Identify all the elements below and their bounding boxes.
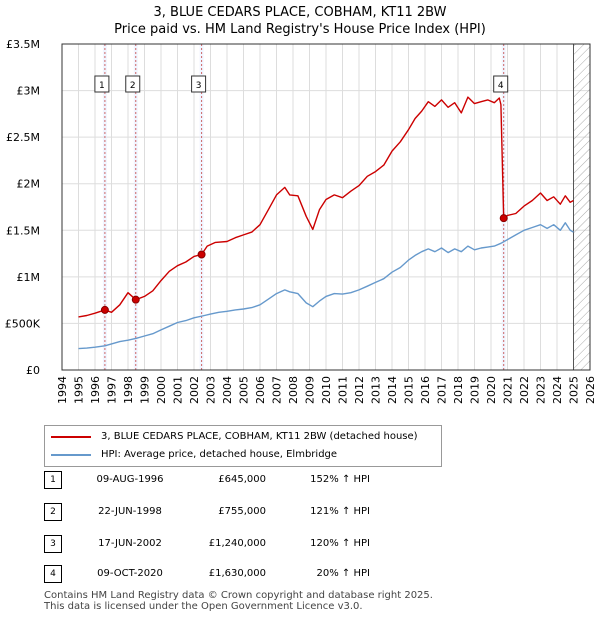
x-tick-label: 2020	[485, 376, 498, 404]
transaction-date: 09-AUG-1996	[96, 474, 164, 485]
transaction-price: £1,630,000	[208, 568, 266, 579]
table-row: 1 09-AUG-1996 £645,000 152% ↑ HPI	[40, 470, 380, 490]
x-tick-label: 2026	[584, 376, 597, 404]
sale-point-dot	[499, 214, 508, 223]
x-tick-label: 2012	[353, 376, 366, 404]
x-tick-label: 1997	[106, 376, 119, 404]
x-tick-label: 2014	[386, 376, 399, 404]
transaction-date: 17-JUN-2002	[98, 538, 162, 549]
x-tick-label: 2018	[452, 376, 465, 404]
footer-line2: This data is licensed under the Open Gov…	[44, 601, 363, 612]
y-tick-label: £3M	[17, 85, 41, 98]
x-tick-label: 2017	[436, 376, 449, 404]
table-row: 4 09-OCT-2020 £1,630,000 20% ↑ HPI	[40, 564, 380, 584]
x-tick-label: 2005	[238, 376, 251, 404]
transaction-price: £645,000	[218, 474, 266, 485]
x-tick-label: 2002	[188, 376, 201, 404]
x-tick-label: 2000	[155, 376, 168, 404]
sale-marker-box	[94, 75, 110, 93]
legend-label-property: 3, BLUE CEDARS PLACE, COBHAM, KT11 2BW (…	[101, 431, 418, 442]
chart-title: 3, BLUE CEDARS PLACE, COBHAM, KT11 2BW P…	[0, 4, 600, 38]
x-tick-label: 2015	[403, 376, 416, 404]
x-tick-label: 2023	[535, 376, 548, 404]
x-tick-label: 2013	[370, 376, 383, 404]
transaction-hpi-change: 152% ↑ HPI	[310, 474, 370, 485]
table-row: 2 22-JUN-1998 £755,000 121% ↑ HPI	[40, 502, 380, 522]
x-tick-label: 2003	[205, 376, 218, 404]
transaction-number-badge: 4	[44, 565, 62, 583]
x-tick-label: 2006	[254, 376, 267, 404]
x-tick-label: 2008	[287, 376, 300, 404]
transaction-number-badge: 2	[44, 503, 62, 521]
x-tick-label: 2024	[551, 376, 564, 404]
legend: 3, BLUE CEDARS PLACE, COBHAM, KT11 2BW (…	[44, 425, 442, 467]
sale-marker-band	[199, 44, 204, 370]
transaction-price: £1,240,000	[208, 538, 266, 549]
x-tick-label: 2022	[518, 376, 531, 404]
sale-point-dot	[197, 250, 206, 259]
x-tick-label: 2016	[419, 376, 432, 404]
footer-attribution: Contains HM Land Registry data © Crown c…	[44, 590, 433, 612]
x-tick-label: 1999	[139, 376, 152, 404]
transaction-date: 22-JUN-1998	[98, 506, 162, 517]
sale-marker-box	[493, 75, 509, 93]
y-tick-label: £500K	[5, 317, 41, 330]
y-tick-label: £3.5M	[6, 38, 40, 51]
transaction-hpi-change: 120% ↑ HPI	[310, 538, 370, 549]
y-tick-label: £1.5M	[6, 224, 40, 237]
sale-marker-band	[133, 44, 138, 370]
x-tick-label: 2011	[337, 376, 350, 404]
y-tick-label: £0	[26, 364, 40, 377]
x-tick-label: 1995	[73, 376, 86, 404]
footer-line1: Contains HM Land Registry data © Crown c…	[44, 590, 433, 601]
transaction-number-badge: 1	[44, 471, 62, 489]
sale-point-dot	[100, 305, 109, 314]
sale-marker-label: 4	[498, 81, 504, 91]
legend-swatch-hpi	[51, 454, 91, 456]
chart-title-line2: Price paid vs. HM Land Registry's House …	[114, 22, 486, 37]
sale-marker-label: 1	[99, 81, 105, 91]
chart-title-line1: 3, BLUE CEDARS PLACE, COBHAM, KT11 2BW	[153, 5, 447, 20]
legend-label-hpi: HPI: Average price, detached house, Elmb…	[101, 449, 338, 460]
sale-point-dot	[131, 295, 140, 304]
table-row: 3 17-JUN-2002 £1,240,000 120% ↑ HPI	[40, 534, 380, 554]
sale-marker-band	[102, 44, 107, 370]
sale-marker-label: 2	[130, 81, 136, 91]
transaction-hpi-change: 121% ↑ HPI	[310, 506, 370, 517]
x-tick-label: 2010	[320, 376, 333, 404]
x-tick-label: 2001	[172, 376, 185, 404]
y-tick-label: £1M	[17, 271, 41, 284]
x-tick-label: 1996	[89, 376, 102, 404]
x-tick-label: 2019	[469, 376, 482, 404]
transaction-date: 09-OCT-2020	[97, 568, 163, 579]
sale-marker-box	[191, 75, 207, 93]
transaction-price: £755,000	[218, 506, 266, 517]
plot-frame	[61, 43, 591, 371]
sale-marker-box	[125, 75, 141, 93]
x-tick-label: 2021	[502, 376, 515, 404]
property-price-line	[78, 96, 574, 318]
x-tick-label: 2007	[271, 376, 284, 404]
hpi-line	[78, 222, 574, 350]
x-tick-label: 2009	[304, 376, 317, 404]
transaction-hpi-change: 20% ↑ HPI	[316, 568, 370, 579]
x-tick-label: 1998	[122, 376, 135, 404]
x-tick-label: 1994	[56, 376, 69, 404]
transaction-number-badge: 3	[44, 535, 62, 553]
x-tick-label: 2025	[568, 376, 581, 404]
future-hatch-region	[573, 44, 590, 370]
y-tick-label: £2M	[17, 178, 41, 191]
legend-swatch-property	[51, 436, 91, 438]
y-tick-label: £2.5M	[6, 131, 40, 144]
sale-marker-label: 3	[196, 81, 202, 91]
x-tick-label: 2004	[221, 376, 234, 404]
